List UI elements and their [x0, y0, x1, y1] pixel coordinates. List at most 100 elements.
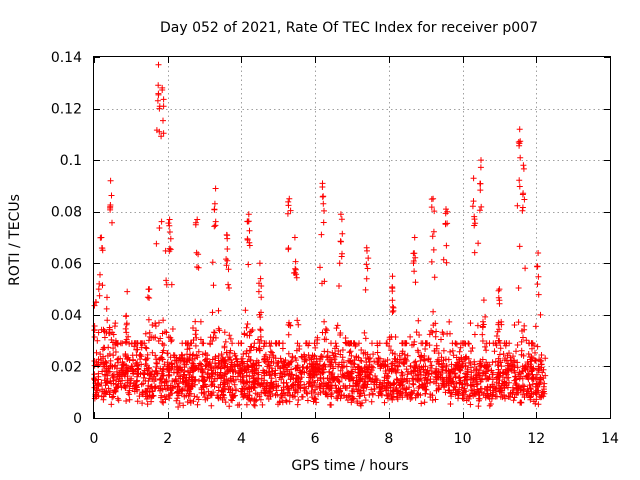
data-point [520, 334, 526, 341]
data-point [357, 357, 364, 364]
data-point [503, 340, 510, 347]
data-point [244, 235, 251, 242]
data-point [277, 355, 284, 362]
data-point [515, 139, 522, 145]
data-point [455, 374, 462, 381]
data-point [248, 328, 255, 335]
data-point [250, 344, 257, 351]
data-point [514, 202, 521, 209]
data-point [212, 218, 219, 225]
data-point [504, 362, 511, 369]
data-point [417, 375, 424, 382]
data-point [95, 373, 102, 380]
data-point [359, 399, 365, 406]
data-point [535, 273, 542, 280]
data-point [255, 288, 262, 295]
data-point [209, 309, 216, 316]
data-point [335, 373, 342, 380]
data-point [164, 350, 171, 357]
data-point [158, 392, 165, 399]
data-point [386, 334, 393, 341]
data-point [475, 240, 482, 247]
data-point [211, 206, 218, 213]
data-point [144, 393, 150, 400]
y-tick-label: 0.02 [51, 359, 82, 375]
data-point [454, 389, 460, 396]
data-point [214, 392, 221, 399]
data-point [403, 375, 410, 382]
data-point [248, 385, 255, 392]
data-point [326, 368, 333, 375]
data-point [332, 382, 339, 389]
data-point [315, 391, 322, 398]
data-point [412, 279, 419, 286]
data-point [287, 376, 294, 383]
data-point [240, 379, 247, 386]
data-point [245, 211, 252, 218]
data-point [430, 246, 437, 253]
data-point [430, 322, 437, 329]
data-point [316, 358, 323, 365]
data-point [174, 367, 181, 373]
chart-title: Day 052 of 2021, Rate Of TEC Index for r… [160, 20, 538, 36]
data-point [147, 371, 154, 378]
data-point [195, 348, 202, 355]
data-point [512, 380, 519, 387]
data-point [168, 338, 175, 345]
data-point [529, 345, 535, 352]
data-point [383, 340, 390, 347]
data-point [225, 266, 232, 273]
data-point [525, 361, 532, 367]
data-point [165, 220, 172, 227]
data-point [191, 393, 198, 400]
data-point [319, 184, 326, 190]
x-tick-label: 12 [527, 431, 545, 447]
data-point [516, 177, 523, 184]
data-point [480, 297, 487, 304]
data-point [295, 397, 302, 403]
data-point [108, 192, 115, 199]
data-point [250, 379, 257, 386]
data-point [211, 383, 218, 390]
data-point [414, 367, 421, 374]
data-point [219, 372, 226, 379]
data-point [467, 320, 474, 327]
data-point [91, 334, 98, 340]
data-point [263, 387, 270, 394]
data-point [149, 349, 156, 356]
data-point [222, 338, 229, 345]
data-point [229, 340, 236, 347]
data-point [183, 361, 190, 368]
data-point [465, 355, 472, 362]
data-point [97, 234, 104, 241]
data-point [337, 332, 344, 338]
data-point [241, 330, 248, 337]
data-point [248, 395, 255, 402]
data-point [294, 317, 301, 324]
data-point [178, 351, 185, 358]
data-point [493, 333, 500, 339]
data-point [505, 374, 512, 381]
data-point [471, 383, 478, 390]
data-point [349, 395, 356, 402]
data-point [483, 347, 490, 354]
data-point [158, 370, 165, 377]
data-point [374, 361, 381, 368]
data-point [478, 362, 485, 369]
data-point [280, 379, 287, 386]
data-point [234, 373, 241, 380]
data-point [193, 249, 200, 256]
data-point [489, 376, 496, 383]
data-point [238, 358, 245, 365]
data-point [123, 320, 130, 327]
data-point [309, 352, 316, 359]
data-point [442, 367, 449, 374]
data-point [256, 347, 263, 354]
data-point [338, 253, 345, 260]
data-point [156, 225, 163, 231]
data-point [419, 381, 426, 388]
data-point [125, 389, 132, 396]
data-point [104, 317, 111, 324]
data-point [352, 341, 359, 348]
data-point [538, 376, 544, 383]
